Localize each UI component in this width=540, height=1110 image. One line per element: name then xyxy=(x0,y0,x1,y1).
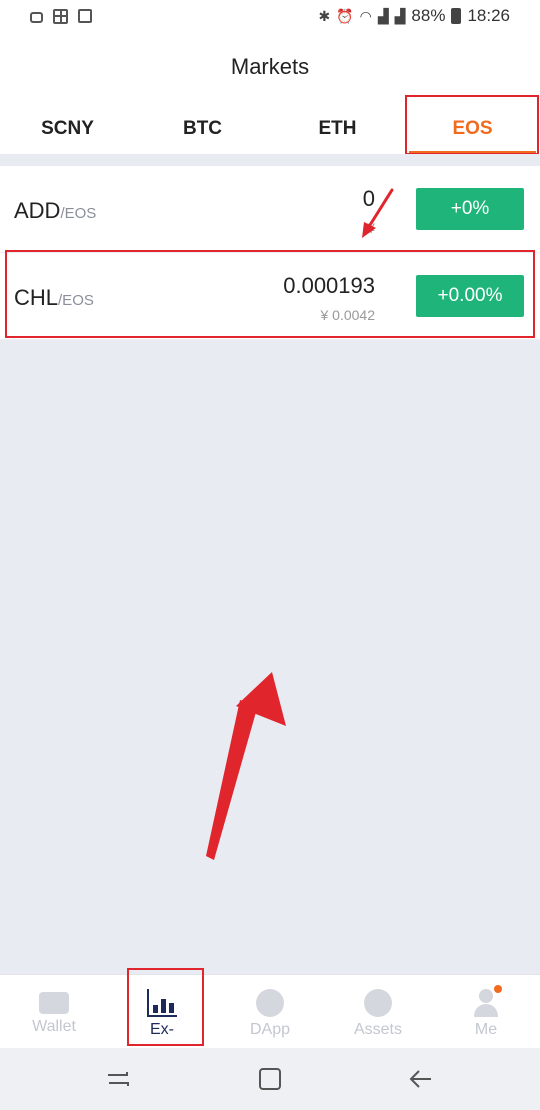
nav-wallet[interactable]: Wallet xyxy=(0,975,108,1048)
quote-currency-tabs: SCNY BTC ETH EOS xyxy=(0,94,540,154)
app-grid-icon xyxy=(53,8,68,24)
battery-icon xyxy=(451,8,462,24)
back-icon[interactable] xyxy=(408,1066,434,1092)
wallet-icon xyxy=(39,992,69,1014)
nav-dapp[interactable]: DApp xyxy=(216,975,324,1048)
pair-quote: /EOS xyxy=(60,205,97,222)
exchange-chart-icon xyxy=(147,989,177,1017)
signal-icon: ▟ xyxy=(377,7,389,24)
pair-quote: /EOS xyxy=(58,292,94,309)
home-icon[interactable] xyxy=(257,1066,283,1092)
nav-exchange[interactable]: Ex- xyxy=(108,975,216,1048)
last-price: 0 xyxy=(362,186,375,211)
change-percent-badge[interactable]: +0.00% xyxy=(416,275,524,317)
annotation-arrow-large xyxy=(206,672,286,860)
pair-base: CHL xyxy=(14,285,59,310)
markets-header: Markets SCNY BTC ETH EOS xyxy=(0,32,540,154)
nav-label: Assets xyxy=(353,1021,402,1038)
system-navigation-bar xyxy=(0,1048,540,1110)
person-icon xyxy=(471,989,501,1017)
status-left-icons xyxy=(30,8,92,24)
change-percent-badge[interactable]: +0% xyxy=(416,188,524,230)
pair-base: ADD xyxy=(14,198,61,223)
section-divider xyxy=(0,154,540,166)
tab-eos[interactable]: EOS xyxy=(405,94,540,154)
market-row-chl[interactable]: CHL/EOS 0.000193 ¥ 0.0042 +0.00% xyxy=(0,253,540,340)
nav-label: Me xyxy=(474,1021,498,1038)
page-title: Markets xyxy=(230,54,310,79)
bottom-navigation: Wallet Ex- DApp Assets Me xyxy=(0,974,540,1048)
lock-icon xyxy=(30,12,43,23)
pie-chart-icon xyxy=(364,989,392,1017)
signal-4g-icon: ▟ xyxy=(394,7,406,24)
cny-price: ¥ xyxy=(367,220,375,236)
notification-dot xyxy=(494,985,502,993)
wifi-icon: ◠ xyxy=(359,7,372,24)
status-right-icons: ✱ ⏰ ◠ ▟ ▟ 88% 18:26 xyxy=(318,6,510,26)
pair-name: ADD/EOS xyxy=(14,198,96,224)
market-list: ADD/EOS 0 ¥ +0% CHL/EOS 0.000193 ¥ 0.004… xyxy=(0,166,540,340)
clock-time: 18:26 xyxy=(467,6,510,25)
nav-assets[interactable]: Assets xyxy=(324,975,432,1048)
compass-icon xyxy=(256,989,284,1017)
bluetooth-icon: ✱ xyxy=(318,7,331,24)
pair-name: CHL/EOS xyxy=(14,285,94,311)
nav-label: Wallet xyxy=(32,1018,76,1035)
alarm-icon: ⏰ xyxy=(336,7,354,24)
nav-label: DApp xyxy=(249,1021,291,1038)
checkbox-icon xyxy=(78,9,92,23)
last-price: 0.000193 xyxy=(283,273,375,298)
nav-label: Ex- xyxy=(150,1021,174,1038)
nav-me[interactable]: Me xyxy=(432,975,540,1048)
battery-percent: 88% xyxy=(411,6,446,25)
tab-scny[interactable]: SCNY xyxy=(41,118,94,139)
tab-eth[interactable]: ETH xyxy=(318,118,357,139)
tab-btc[interactable]: BTC xyxy=(182,118,223,139)
market-row-add[interactable]: ADD/EOS 0 ¥ +0% xyxy=(0,166,540,253)
recent-apps-icon[interactable] xyxy=(105,1066,131,1092)
status-bar: ✱ ⏰ ◠ ▟ ▟ 88% 18:26 xyxy=(0,0,540,32)
cny-price: ¥ 0.0042 xyxy=(320,307,376,323)
